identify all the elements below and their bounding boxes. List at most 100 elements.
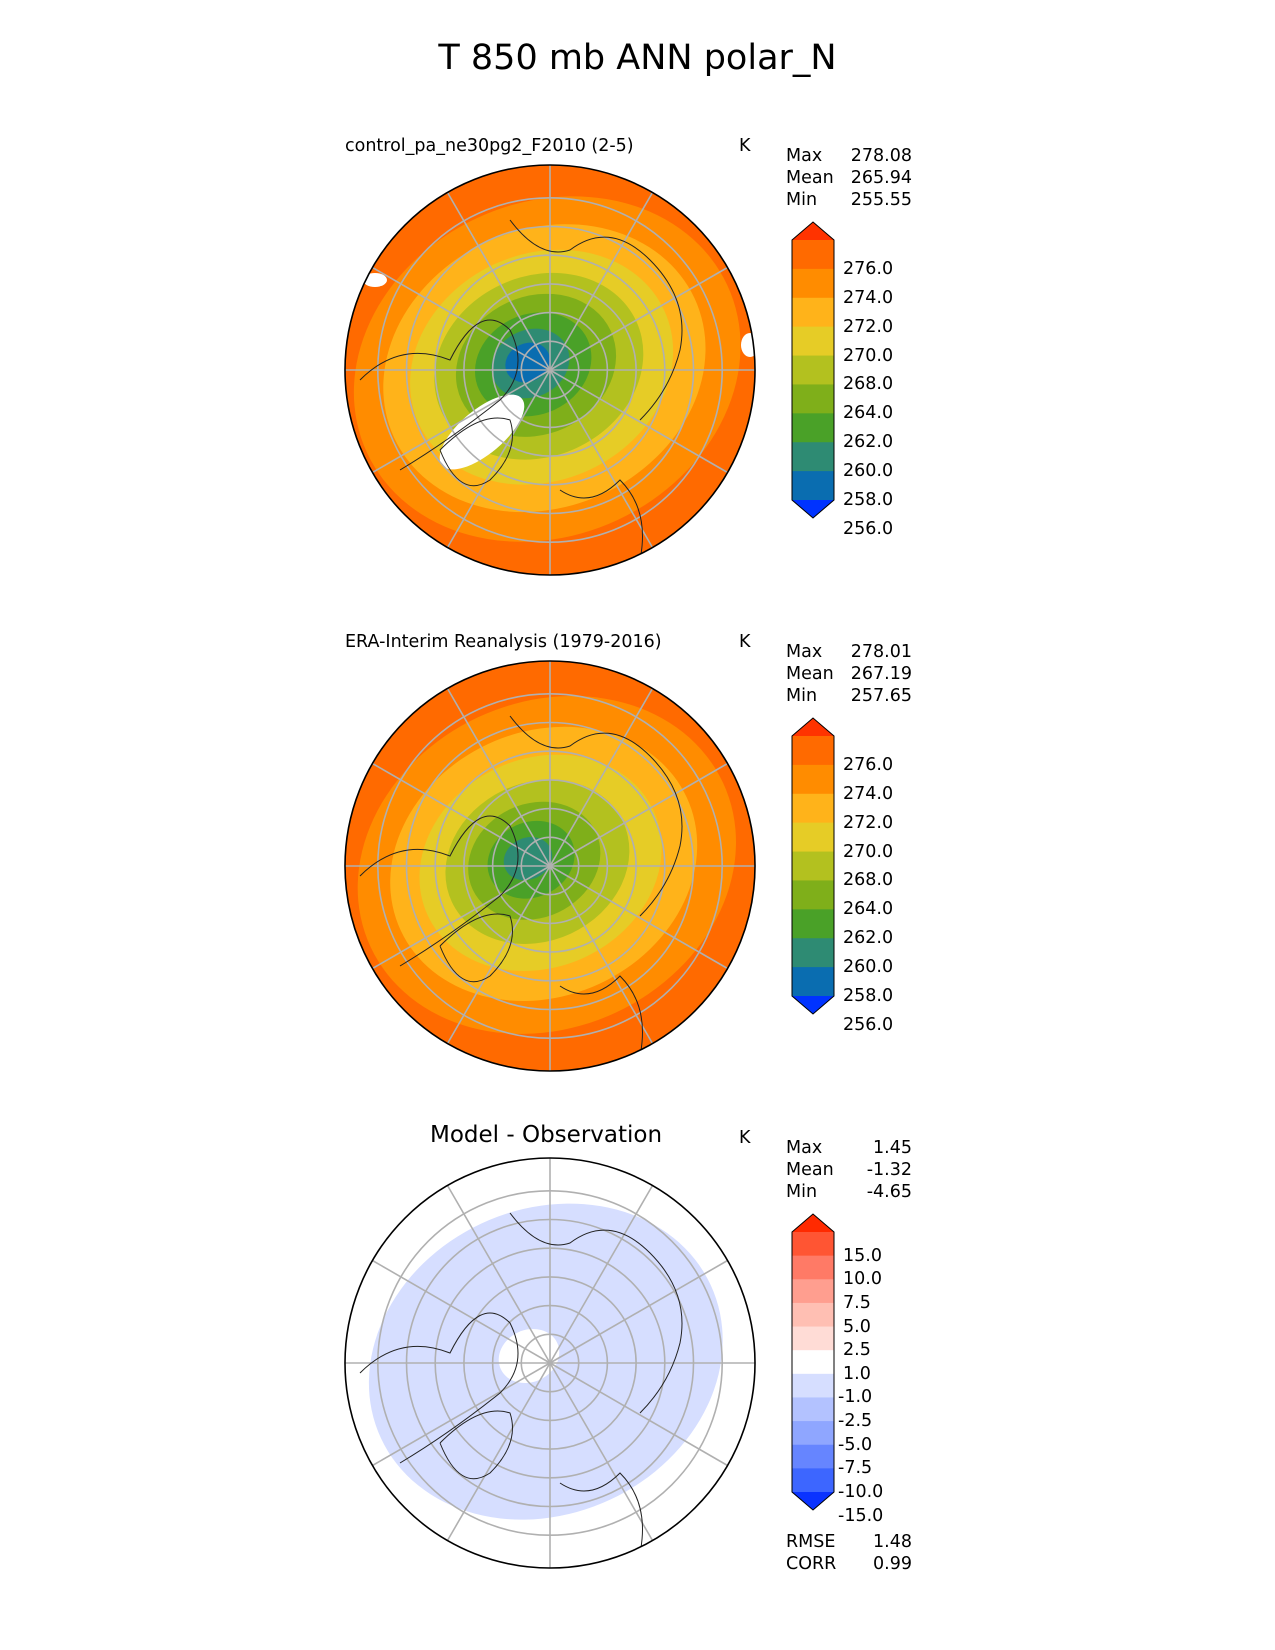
meridian-line: [372, 369, 551, 474]
colorbar-segment: [792, 1326, 834, 1351]
metric-rmse: RMSE 1.48: [786, 1532, 912, 1552]
meridian-line: [549, 865, 654, 1044]
meridian-line: [372, 1259, 551, 1364]
colorbar-tick-label: -1.0: [838, 1387, 873, 1408]
colorbar-tick-label: 5.0: [843, 1316, 871, 1337]
polar-map-diff: [344, 1157, 756, 1569]
colorbar-segment: [792, 1279, 834, 1304]
colorbar-segment: [792, 1468, 834, 1493]
meridian-line: [446, 688, 551, 867]
stat-mean: Mean 267.19: [786, 664, 912, 684]
colorbar-segment: [792, 1232, 834, 1257]
colorbar-segment: [792, 822, 834, 853]
colorbar-tick-label: 2.5: [843, 1340, 871, 1361]
meridian-line: [549, 266, 728, 371]
meridian-line: [372, 266, 551, 371]
colorbar-extend-max: [792, 222, 834, 240]
stats-block: Max 1.45 Mean -1.32 Min -4.65: [786, 1137, 912, 1203]
stat-max: Max 278.01: [786, 642, 912, 662]
colorbar-tick-label: 276.0: [843, 258, 894, 279]
colorbar-tick-label: 256.0: [843, 1014, 894, 1035]
colorbar-tick-label: 274.0: [843, 287, 894, 308]
meridian-line: [549, 1362, 654, 1541]
meridian-line: [549, 192, 654, 371]
colorbar-segment: [792, 1302, 834, 1328]
meridian-line: [549, 1362, 728, 1467]
colorbar-tick-label: 268.0: [843, 870, 894, 891]
coastlines: [359, 1212, 683, 1554]
colorbar-tick-label: 270.0: [843, 841, 894, 862]
panel-title: ERA-Interim Reanalysis (1979-2016): [345, 632, 662, 652]
colorbar-segment: [792, 326, 834, 357]
coastlines: [359, 715, 683, 1057]
graticule: [345, 165, 755, 575]
colorbar-segment: [792, 793, 834, 824]
polar-map-test: [344, 164, 756, 576]
colorbar-segment: [792, 1373, 834, 1398]
colorbar-tick-label: 272.0: [843, 812, 894, 833]
colorbar-tick-label: -5.0: [838, 1434, 873, 1455]
stats-block: Max 278.01 Mean 267.19 Min 257.65: [786, 641, 912, 707]
coastline-north-america: [359, 319, 519, 471]
colorbar-segment: [792, 938, 834, 968]
colorbar-segment: [792, 471, 834, 501]
units-label: K: [739, 136, 751, 156]
meridian-line: [446, 1185, 551, 1364]
colorbar-extend-max: [792, 1214, 834, 1232]
stat-min: Min -4.65: [786, 1182, 912, 1202]
meridian-line: [372, 762, 551, 867]
colorbar-segment: [792, 1421, 834, 1446]
colorbar-tick-label: -2.5: [838, 1411, 873, 1432]
colorbar-segment: [792, 240, 834, 270]
metric-corr: CORR 0.99: [786, 1554, 912, 1574]
coastline-europe: [559, 975, 643, 1057]
graticule: [345, 661, 755, 1071]
missing-data-patch: [741, 333, 755, 357]
colorbar-outline: [791, 1213, 835, 1511]
colorbar-tick-label: 1.0: [843, 1363, 871, 1384]
map-boundary: [344, 164, 756, 576]
meridian-line: [549, 865, 728, 970]
colorbar-tick-label: 264.0: [843, 899, 894, 920]
colorbar-segment: [792, 1397, 834, 1422]
stat-min: Min 257.65: [786, 686, 912, 706]
missing-data-greenland: [439, 394, 525, 470]
graticule: [345, 1158, 755, 1568]
colorbar-tick-label: 15.0: [843, 1245, 882, 1266]
meridian-line: [549, 369, 728, 474]
metrics-block: RMSE 1.48 CORR 0.99: [786, 1531, 912, 1575]
map-field: [345, 661, 755, 1071]
colorbar-tick-label: 258.0: [843, 490, 894, 510]
colorbar-outline: [791, 717, 835, 1015]
colorbar-tick-label: 276.0: [843, 754, 894, 775]
colorbar-tick-label: 258.0: [843, 986, 894, 1006]
stat-mean: Mean -1.32: [786, 1160, 912, 1180]
colorbar-tick-label: 262.0: [843, 928, 894, 949]
map-boundary: [344, 1157, 756, 1569]
colorbar-test: [791, 221, 835, 519]
units-label: K: [739, 632, 751, 652]
colorbar-segment: [792, 1255, 834, 1280]
colorbar-tick-label: 256.0: [843, 518, 894, 539]
colorbar-tick-label: 274.0: [843, 783, 894, 804]
map-field: [345, 165, 755, 575]
panel-title: Model - Observation: [430, 1122, 663, 1148]
map-field: [345, 1158, 755, 1568]
stat-mean: Mean 265.94: [786, 168, 912, 188]
meridian-line: [372, 865, 551, 970]
colorbar-tick-label: 272.0: [843, 316, 894, 337]
coastline-europe: [559, 479, 643, 561]
missing-data-patch: [363, 273, 387, 287]
coastline-greenland: [439, 913, 513, 983]
colorbar-segment: [792, 764, 834, 795]
colorbar-segment: [792, 909, 834, 939]
panel-title: control_pa_ne30pg2_F2010 (2-5): [345, 136, 634, 156]
colorbar-tick-label: 260.0: [843, 957, 894, 978]
stat-max: Max 278.08: [786, 146, 912, 166]
colorbar-segment: [792, 297, 834, 328]
colorbar-ref: [791, 717, 835, 1015]
colorbar-extend-min: [792, 1492, 834, 1510]
colorbar-tick-label: 262.0: [843, 432, 894, 453]
colorbar-segment: [792, 442, 834, 472]
map-boundary: [344, 660, 756, 1072]
